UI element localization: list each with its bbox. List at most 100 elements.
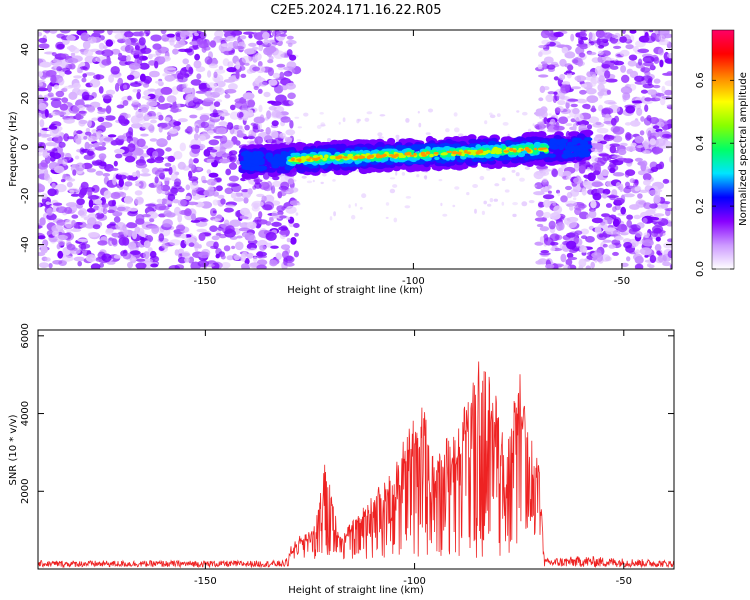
- noise-blob: [557, 100, 566, 106]
- noise-blob: [126, 55, 131, 62]
- noise-blob: [221, 113, 226, 117]
- noise-blob: [149, 138, 158, 142]
- noise-blob: [605, 78, 618, 83]
- noise-blob: [271, 30, 281, 37]
- faint-blob: [366, 111, 373, 115]
- noise-blob: [271, 120, 279, 127]
- noise-blob: [643, 35, 656, 44]
- noise-blob: [664, 207, 672, 212]
- noise-blob: [225, 225, 235, 234]
- noise-blob: [141, 55, 147, 61]
- noise-blob: [588, 209, 597, 219]
- noise-blob: [631, 100, 644, 104]
- noise-blob: [128, 62, 141, 70]
- noise-blob: [130, 50, 140, 56]
- noise-blob: [166, 200, 172, 204]
- noise-blob: [604, 70, 611, 79]
- noise-blob: [539, 236, 545, 243]
- noise-blob: [57, 250, 64, 259]
- faint-blob: [501, 177, 506, 181]
- noise-blob: [83, 216, 89, 221]
- noise-blob: [163, 210, 172, 217]
- noise-blob: [132, 171, 137, 178]
- signal-blob: [387, 137, 396, 145]
- noise-blob: [543, 211, 551, 219]
- noise-blob: [75, 162, 86, 172]
- noise-blob: [38, 235, 46, 240]
- noise-blob: [591, 217, 604, 224]
- faint-blob: [416, 174, 420, 178]
- noise-blob: [553, 205, 563, 214]
- noise-blob: [149, 218, 155, 223]
- noise-blob: [44, 168, 49, 177]
- noise-blob: [667, 238, 672, 243]
- noise-blob: [57, 77, 65, 86]
- faint-blob: [586, 181, 590, 185]
- faint-blob: [405, 118, 410, 123]
- noise-blob: [134, 190, 143, 196]
- noise-blob: [634, 157, 643, 162]
- noise-blob: [624, 122, 632, 126]
- noise-blob: [639, 247, 652, 256]
- noise-blob: [196, 73, 202, 80]
- noise-blob: [118, 185, 124, 190]
- signal-blob: [270, 159, 280, 166]
- faint-blob: [458, 133, 464, 137]
- noise-blob: [230, 192, 237, 199]
- noise-blob: [108, 74, 114, 83]
- noise-blob: [230, 30, 243, 36]
- noise-blob: [103, 45, 108, 50]
- noise-blob: [625, 169, 636, 177]
- noise-blob: [228, 151, 233, 156]
- noise-blob: [126, 175, 133, 181]
- faint-blob: [320, 181, 324, 185]
- noise-blob: [598, 50, 604, 56]
- noise-blob: [186, 125, 193, 135]
- noise-blob: [182, 165, 190, 171]
- signal-blob: [548, 153, 556, 158]
- noise-blob: [206, 94, 213, 99]
- noise-blob: [537, 121, 545, 125]
- faint-blob: [424, 175, 428, 180]
- noise-blob: [82, 40, 91, 50]
- noise-blob: [610, 125, 621, 133]
- noise-blob: [658, 161, 665, 170]
- noise-blob: [634, 75, 645, 82]
- noise-blob: [172, 199, 180, 204]
- noise-blob: [139, 62, 150, 70]
- noise-blob: [184, 257, 190, 263]
- noise-blob: [590, 76, 599, 85]
- noise-blob: [626, 219, 632, 228]
- noise-blob: [180, 233, 187, 239]
- noise-blob: [166, 135, 172, 141]
- noise-blob: [38, 102, 47, 111]
- noise-blob: [242, 92, 255, 100]
- noise-blob: [118, 178, 125, 187]
- noise-blob: [253, 85, 259, 91]
- figure-title: C2E5.2024.171.16.22.R05: [270, 3, 441, 18]
- noise-blob: [617, 224, 628, 233]
- noise-blob: [606, 89, 612, 95]
- noise-blob: [614, 236, 624, 241]
- noise-blob: [263, 201, 275, 211]
- noise-blob: [653, 213, 665, 217]
- noise-blob: [38, 202, 41, 208]
- noise-blob: [241, 189, 250, 193]
- noise-blob: [587, 189, 594, 195]
- noise-blob: [206, 169, 212, 174]
- faint-blob: [539, 115, 543, 119]
- noise-blob: [190, 144, 201, 150]
- noise-blob: [113, 74, 121, 79]
- noise-blob: [257, 121, 262, 131]
- noise-blob: [283, 70, 293, 77]
- noise-blob: [179, 30, 190, 38]
- noise-blob: [206, 158, 215, 163]
- noise-blob: [634, 249, 641, 255]
- noise-blob: [135, 262, 147, 269]
- noise-blob: [580, 83, 588, 88]
- noise-blob: [287, 92, 296, 100]
- noise-blob: [89, 78, 101, 88]
- noise-blob: [258, 81, 268, 87]
- noise-blob: [283, 66, 295, 71]
- noise-blob: [117, 174, 127, 180]
